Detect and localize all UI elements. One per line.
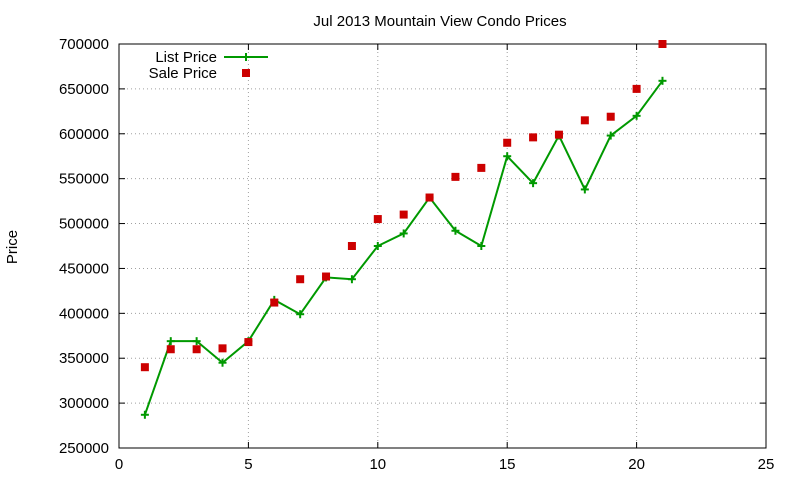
sale-price-point <box>658 40 667 48</box>
x-tick-label: 25 <box>758 456 775 473</box>
series-sale-price <box>140 40 667 372</box>
x-tick-label: 15 <box>499 456 516 473</box>
list-price-point <box>658 76 667 85</box>
y-tick-label: 350000 <box>59 350 109 367</box>
axes <box>118 43 767 449</box>
sale-price-point <box>529 133 538 142</box>
y-tick-label: 700000 <box>59 36 109 53</box>
legend-label: List Price <box>155 49 217 66</box>
y-tick-label: 500000 <box>59 216 109 233</box>
sale-price-point <box>554 130 563 139</box>
list-price-point <box>503 152 512 161</box>
list-price-point <box>218 358 227 367</box>
y-tick-label: 450000 <box>59 260 109 277</box>
tick-labels: 0 5 10 15 20 25 250000 300000 350000 400000 450000… <box>59 36 774 473</box>
grid-lines <box>119 44 766 448</box>
legend-marker <box>242 69 250 77</box>
y-tick-label: 300000 <box>59 395 109 412</box>
x-tick-label: 0 <box>115 456 123 473</box>
list-price-point <box>580 185 589 194</box>
y-tick-label: 650000 <box>59 81 109 98</box>
y-tick-label: 400000 <box>59 305 109 322</box>
sale-price-point <box>477 163 486 172</box>
y-axis-label: Price <box>4 230 21 264</box>
x-tick-label: 10 <box>369 456 386 473</box>
list-price-point <box>399 229 408 238</box>
y-tick-label: 600000 <box>59 126 109 143</box>
list-price-point <box>166 337 175 346</box>
sale-price-point <box>347 242 356 250</box>
list-price-point <box>347 275 356 284</box>
series-list-price <box>140 76 667 419</box>
x-tick-label: 20 <box>628 456 645 473</box>
sale-price-point <box>373 215 382 224</box>
sale-price-point <box>322 272 331 281</box>
list-price-point <box>140 410 149 419</box>
legend-marker <box>242 53 250 61</box>
plot-border <box>118 43 767 449</box>
sale-price-point <box>451 172 460 181</box>
list-price-point <box>192 337 201 346</box>
sale-price-point <box>580 116 589 125</box>
list-price-point <box>451 226 460 235</box>
y-tick-label: 550000 <box>59 171 109 188</box>
sale-price-point <box>399 210 408 219</box>
sale-price-point <box>218 344 227 353</box>
list-price-point <box>477 242 486 250</box>
x-tick-label: 5 <box>244 456 252 473</box>
list-price-point <box>373 242 382 250</box>
sale-price-point <box>166 345 175 354</box>
list-price-point <box>606 131 615 140</box>
list-price-point <box>632 111 641 120</box>
sale-price-point <box>140 363 149 372</box>
sale-price-point <box>270 298 279 307</box>
list-price-point <box>529 179 538 188</box>
sale-price-point <box>192 345 201 354</box>
sale-price-point <box>425 193 434 202</box>
sale-price-point <box>606 112 615 121</box>
legend-label: Sale Price <box>149 65 217 82</box>
sale-price-point <box>503 138 512 147</box>
series-layer <box>140 40 667 419</box>
sale-price-point <box>632 84 641 93</box>
chart-title: Jul 2013 Mountain View Condo Prices <box>313 13 566 30</box>
list-price-point <box>296 310 305 319</box>
sale-price-point <box>296 275 305 284</box>
sale-price-point <box>244 338 253 347</box>
y-tick-label: 250000 <box>59 440 109 457</box>
